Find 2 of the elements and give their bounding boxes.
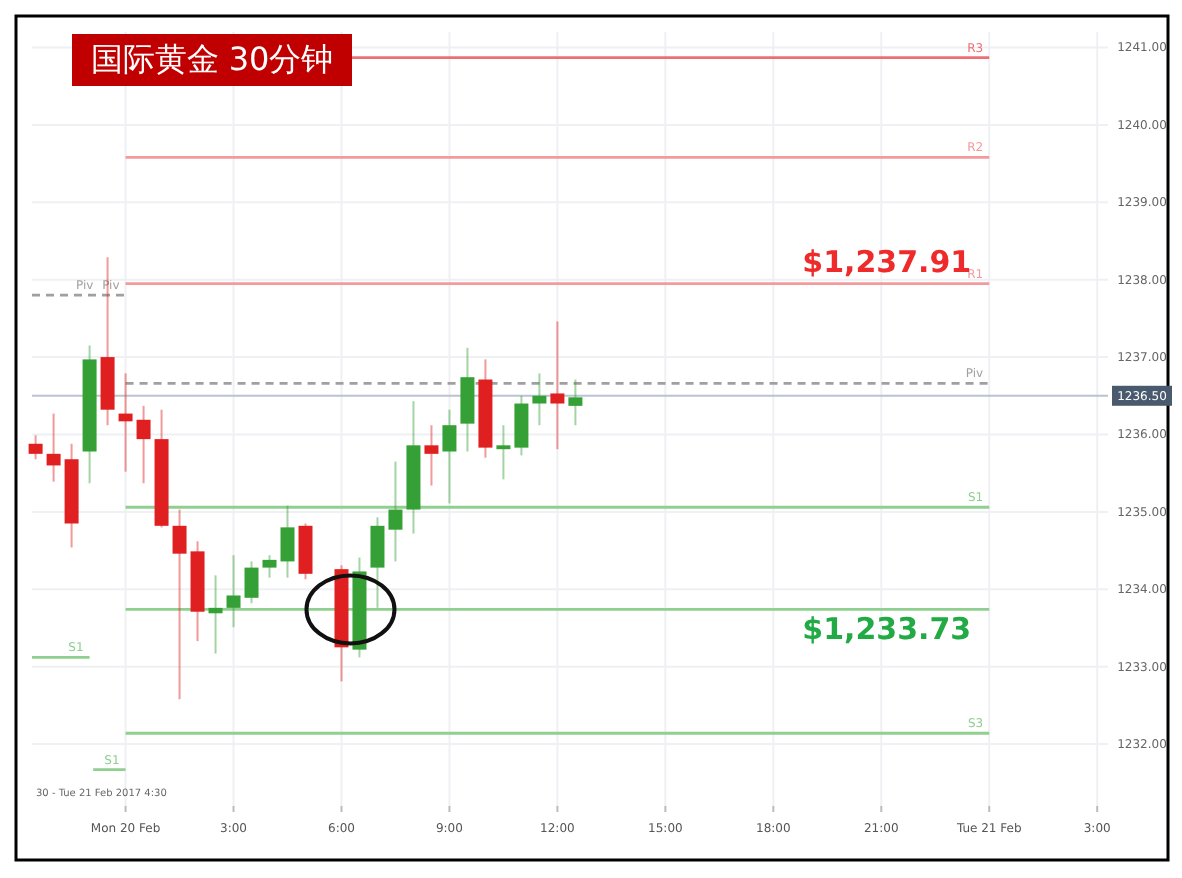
chart-title: 国际黄金 30分钟 — [90, 40, 334, 78]
annotation: $1,233.73 — [802, 611, 972, 648]
